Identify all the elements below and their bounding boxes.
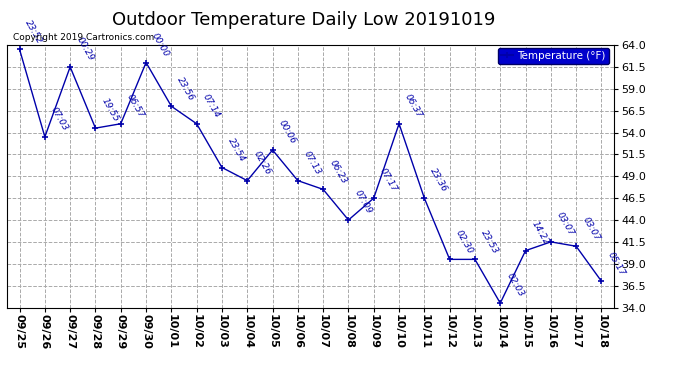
Text: 07:09: 07:09 (353, 189, 373, 216)
Text: 23:54: 23:54 (226, 136, 247, 164)
Text: 03:07: 03:07 (555, 211, 576, 238)
Text: 23:56: 23:56 (175, 75, 197, 102)
Legend: Temperature (°F): Temperature (°F) (497, 48, 609, 64)
Text: 14:22: 14:22 (530, 219, 551, 246)
Text: 06:23: 06:23 (327, 158, 348, 185)
Text: Outdoor Temperature Daily Low 20191019: Outdoor Temperature Daily Low 20191019 (112, 11, 495, 29)
Text: 07:03: 07:03 (49, 106, 70, 133)
Text: 02:26: 02:26 (251, 150, 273, 177)
Text: 07:14: 07:14 (201, 93, 221, 120)
Text: 00:00: 00:00 (150, 32, 171, 58)
Text: 06:57: 06:57 (125, 93, 146, 120)
Text: Copyright 2019 Cartronics.com: Copyright 2019 Cartronics.com (13, 33, 155, 42)
Text: 06:37: 06:37 (403, 93, 424, 120)
Text: 03:07: 03:07 (580, 215, 601, 242)
Text: 00:29: 00:29 (75, 36, 95, 63)
Text: 02:30: 02:30 (454, 228, 475, 255)
Text: 07:17: 07:17 (378, 167, 399, 194)
Text: 23:52: 23:52 (23, 18, 45, 45)
Text: 00:06: 00:06 (277, 119, 297, 146)
Text: 07:13: 07:13 (302, 150, 323, 177)
Text: 23:36: 23:36 (428, 167, 449, 194)
Text: 02:03: 02:03 (504, 272, 525, 299)
Text: 05:17: 05:17 (606, 250, 627, 277)
Text: 23:53: 23:53 (479, 228, 500, 255)
Text: 19:55: 19:55 (99, 97, 121, 124)
